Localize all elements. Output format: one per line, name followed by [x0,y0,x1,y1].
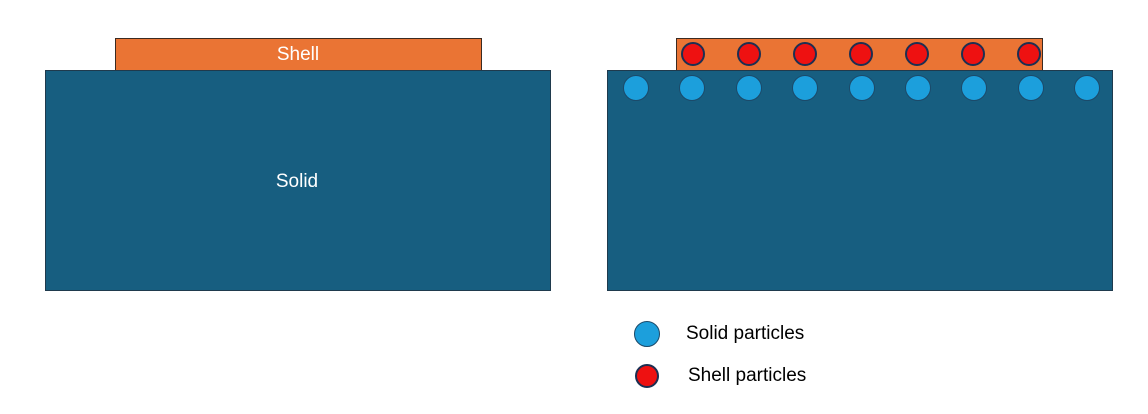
solid-particle [961,75,988,101]
solid-particle [1074,75,1100,101]
solid-particle [792,75,819,101]
solid-particle [904,75,931,101]
shell-particle [737,42,761,66]
shell-particle [681,42,705,66]
shell-particle [849,42,873,66]
shell-particle [1017,42,1041,66]
legend-solid-particle-icon [634,321,660,347]
legend-solid-particles-label: Solid particles [686,323,805,344]
solid-label: Solid [275,171,319,192]
left-solid-block [45,70,551,291]
solid-particle [623,75,649,101]
shell-particle [793,42,817,66]
shell-particle [905,42,929,66]
right-solid-block [607,70,1113,291]
solid-particle [735,75,762,101]
shell-particle [961,42,985,66]
left-shell-block [115,38,482,72]
shell-label: Shell [276,44,320,65]
legend-shell-particles-label: Shell particles [688,365,807,386]
solid-particle [679,75,706,101]
legend-shell-particle-icon [635,364,659,388]
solid-particle [848,75,875,101]
solid-particle [1017,75,1044,101]
